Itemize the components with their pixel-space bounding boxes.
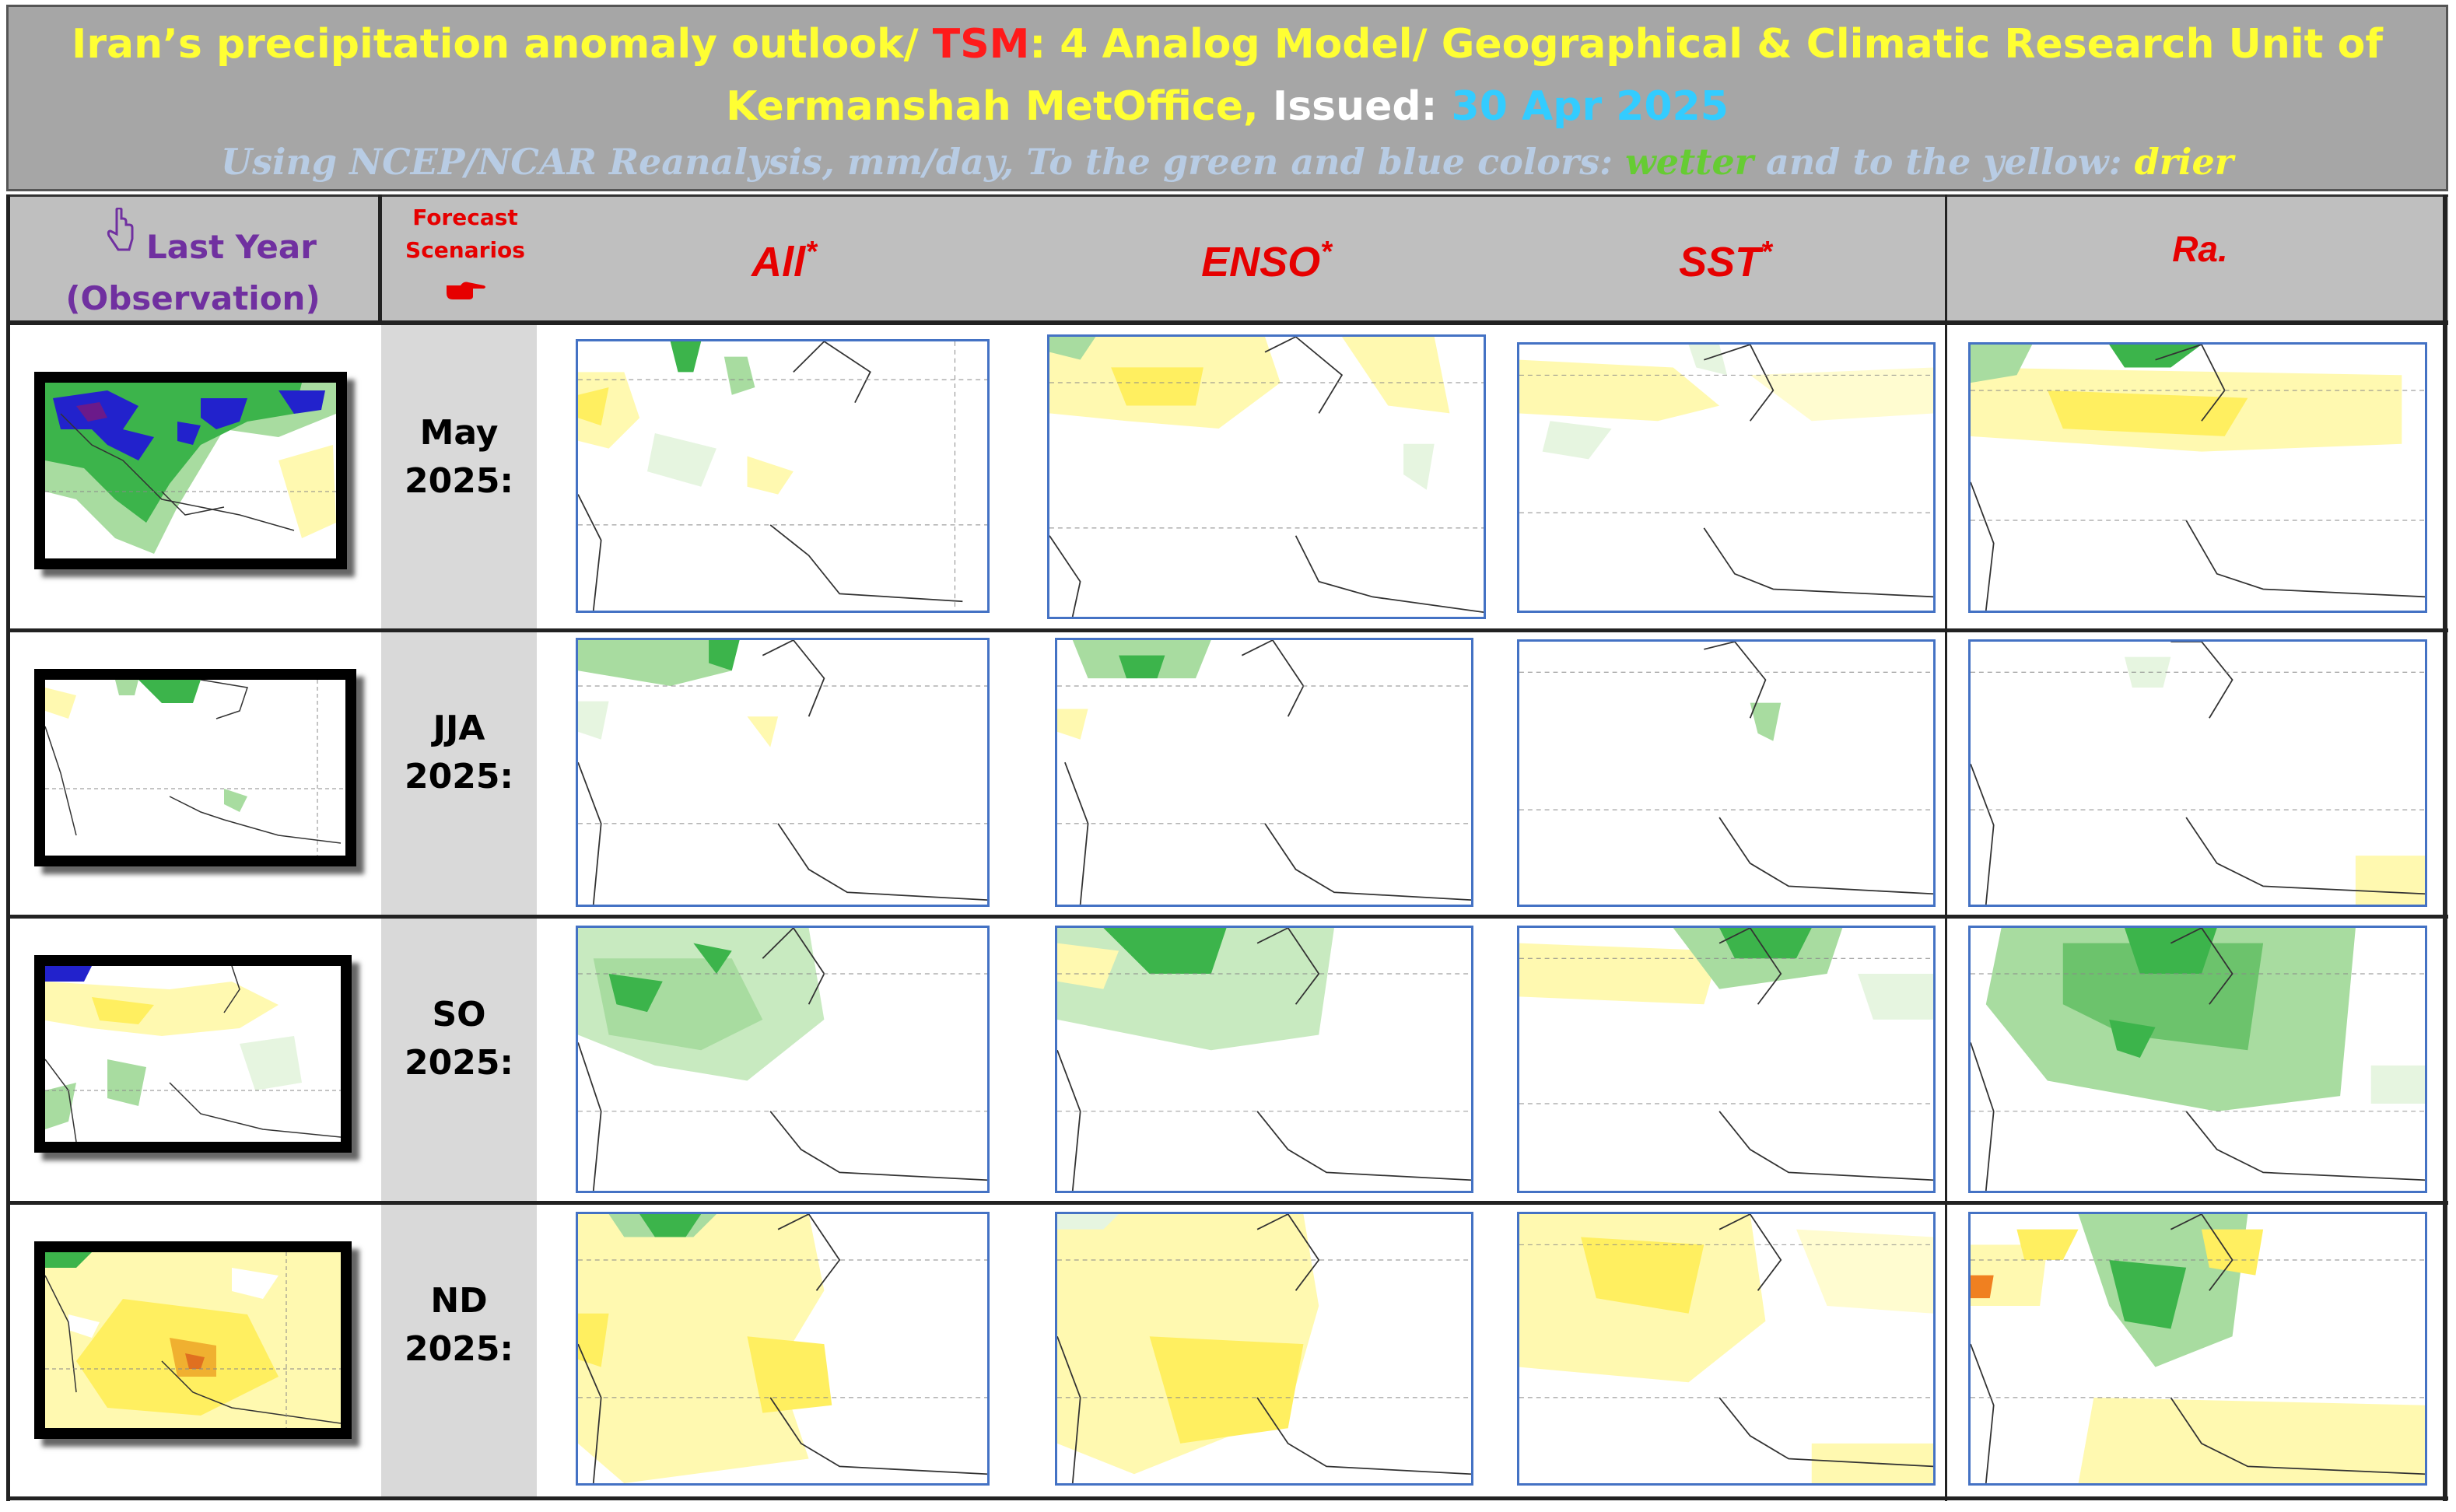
col-enso: ENSO* bbox=[1111, 236, 1422, 286]
legend-wetter: wetter bbox=[1625, 141, 1754, 183]
issued-date: 30 Apr 2025 bbox=[1451, 83, 1729, 130]
observation-map-jja bbox=[34, 669, 356, 866]
forecast-map-enso-jja bbox=[1055, 638, 1473, 907]
model-name: TSM bbox=[932, 21, 1030, 68]
period-label: ND bbox=[430, 1281, 488, 1321]
label-column bbox=[381, 325, 537, 1500]
forecast-map-enso-so bbox=[1055, 926, 1473, 1193]
hand-pointing-down-icon bbox=[107, 208, 134, 251]
office-name: Kermanshah MetOffice, bbox=[726, 83, 1259, 130]
forecast-map-sst-so bbox=[1517, 926, 1936, 1193]
column-header-row: Last Year (Observation) Forecast Scenari… bbox=[6, 194, 2448, 325]
period-label: May bbox=[419, 413, 499, 453]
precip-map bbox=[1049, 337, 1484, 617]
period-label: SO bbox=[432, 995, 486, 1034]
forecast-map-enso-nd bbox=[1055, 1212, 1473, 1486]
legend-text: Using NCEP/NCAR Reanalysis, mm/day, To t… bbox=[221, 141, 1626, 183]
last-year-header: Last Year (Observation) bbox=[6, 197, 380, 323]
title-text: Iran’s precipitation anomaly outlook/ bbox=[72, 21, 933, 68]
observation-label: (Observation) bbox=[65, 279, 321, 317]
asterisk: * bbox=[805, 236, 817, 268]
precip-map bbox=[45, 1252, 341, 1428]
scenarios-label: Scenarios bbox=[405, 237, 525, 263]
grid-line bbox=[1945, 194, 1947, 1501]
precip-map bbox=[578, 928, 987, 1191]
period-label: JJA bbox=[433, 709, 485, 748]
forecast-map-all-so bbox=[576, 926, 990, 1193]
forecast-label: Forecast bbox=[412, 205, 518, 230]
col-all: All* bbox=[629, 236, 940, 286]
title-banner: Iran’s precipitation anomaly outlook/ TS… bbox=[6, 5, 2448, 191]
asterisk: * bbox=[1320, 236, 1332, 268]
year-label: 2025: bbox=[404, 1043, 514, 1083]
legend-drier: drier bbox=[2134, 141, 2234, 183]
precip-map bbox=[45, 680, 345, 856]
col-sst-label: SST bbox=[1679, 239, 1761, 285]
year-label: 2025: bbox=[404, 461, 514, 501]
forecast-map-enso-may bbox=[1047, 334, 1486, 619]
forecast-map-ra-so bbox=[1968, 926, 2427, 1193]
grid-line bbox=[2443, 194, 2447, 1501]
col-sst: SST* bbox=[1570, 236, 1881, 286]
year-label: 2025: bbox=[404, 1329, 514, 1369]
legend-text-cont: and to the yellow: bbox=[1754, 141, 2135, 183]
precip-map bbox=[1519, 1214, 1933, 1483]
row-separator bbox=[6, 1201, 2448, 1205]
precip-map bbox=[578, 640, 987, 905]
asterisk: * bbox=[1761, 236, 1772, 268]
precip-map bbox=[578, 1214, 987, 1483]
title-line-2: Kermanshah MetOffice, Issued: 30 Apr 202… bbox=[9, 83, 2446, 130]
row-label-so: SO 2025: bbox=[381, 991, 537, 1087]
precip-map bbox=[1057, 640, 1471, 905]
forecast-map-all-may bbox=[576, 339, 990, 613]
precip-map bbox=[45, 383, 336, 558]
precip-map bbox=[1971, 1214, 2425, 1483]
issued-label: Issued: bbox=[1258, 83, 1452, 130]
year-label: 2025: bbox=[404, 757, 514, 796]
precip-map bbox=[45, 966, 341, 1142]
forecast-scenarios-header: Forecast Scenarios bbox=[387, 197, 543, 323]
observation-map-may bbox=[34, 372, 347, 569]
precip-map bbox=[1971, 642, 2425, 905]
grid-line bbox=[378, 194, 382, 325]
col-ra: Ra. bbox=[2044, 228, 2356, 270]
precip-map bbox=[1519, 642, 1933, 905]
forecast-map-ra-jja bbox=[1968, 639, 2427, 907]
precip-map bbox=[1519, 928, 1933, 1191]
forecast-map-all-nd bbox=[576, 1212, 990, 1486]
row-separator bbox=[6, 1496, 2448, 1500]
legend-note: Using NCEP/NCAR Reanalysis, mm/day, To t… bbox=[9, 141, 2446, 183]
forecast-map-ra-nd bbox=[1968, 1212, 2427, 1486]
hand-pointing-right-icon bbox=[447, 282, 485, 299]
row-separator bbox=[6, 915, 2448, 919]
grid-line bbox=[6, 194, 10, 1501]
observation-map-so bbox=[34, 955, 352, 1153]
precip-map bbox=[1971, 345, 2425, 611]
last-year-label: Last Year bbox=[146, 228, 317, 266]
precip-map bbox=[1057, 928, 1471, 1191]
title-text-cont: : 4 Analog Model/ Geographical & Climati… bbox=[1029, 21, 2383, 68]
precip-map bbox=[578, 341, 987, 611]
precip-map bbox=[1057, 1214, 1471, 1483]
row-label-jja: JJA 2025: bbox=[381, 705, 537, 801]
col-ra-label: Ra. bbox=[2172, 229, 2228, 269]
forecast-map-sst-jja bbox=[1517, 639, 1936, 907]
row-separator bbox=[6, 628, 2448, 632]
col-enso-label: ENSO bbox=[1201, 239, 1321, 285]
forecast-map-ra-may bbox=[1968, 342, 2427, 613]
forecast-map-sst-may bbox=[1517, 342, 1936, 613]
forecast-map-sst-nd bbox=[1517, 1212, 1936, 1486]
observation-map-nd bbox=[34, 1241, 352, 1439]
col-all-label: All bbox=[752, 239, 806, 285]
forecast-map-all-jja bbox=[576, 638, 990, 907]
precip-map bbox=[1971, 928, 2425, 1191]
title-line-1: Iran’s precipitation anomaly outlook/ TS… bbox=[9, 21, 2446, 68]
precip-map bbox=[1519, 345, 1933, 611]
row-label-may: May 2025: bbox=[381, 409, 537, 506]
row-label-nd: ND 2025: bbox=[381, 1277, 537, 1374]
